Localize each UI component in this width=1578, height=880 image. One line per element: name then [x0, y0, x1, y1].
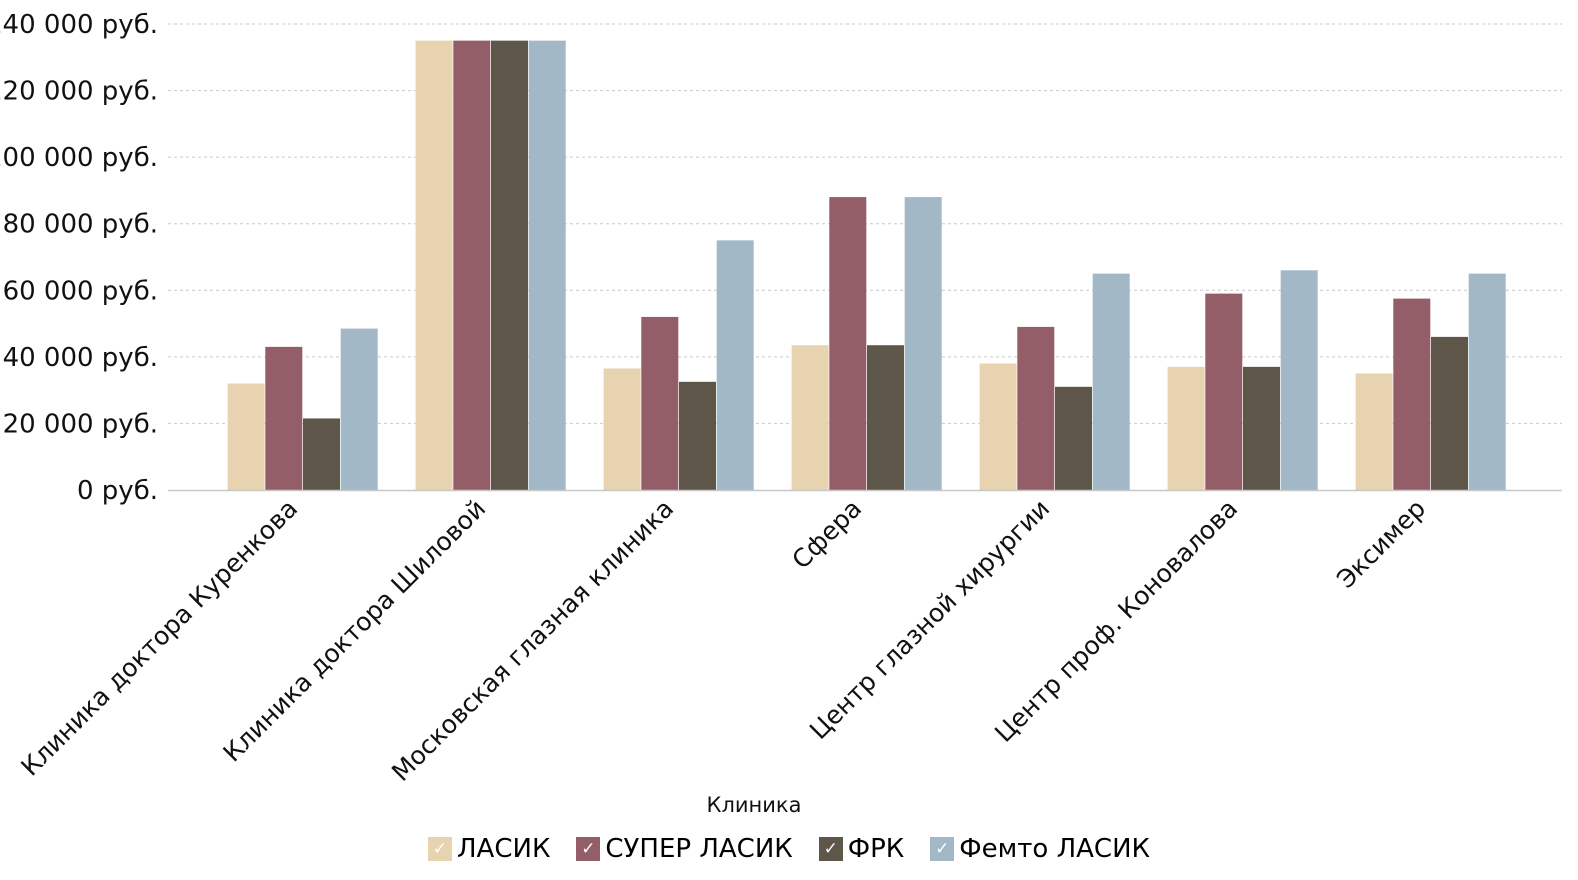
legend-checkbox-icon[interactable]: ✓ — [930, 837, 955, 861]
bar[interactable] — [791, 345, 829, 490]
x-tick-label: Эксимер — [1331, 494, 1431, 594]
legend: ✓ ЛАСИК ✓ СУПЕР ЛАСИК ✓ ФРК ✓ Фемто ЛАСИК — [0, 834, 1578, 864]
bar[interactable] — [1280, 270, 1318, 490]
bar[interactable] — [904, 197, 942, 491]
bar[interactable] — [1017, 326, 1055, 490]
bar[interactable] — [603, 368, 641, 490]
y-tick-label: 0 руб. — [77, 476, 158, 506]
bar[interactable] — [227, 383, 265, 490]
legend-item[interactable]: ✓ ФРК — [818, 834, 905, 864]
bar[interactable] — [1243, 366, 1280, 490]
y-tick-label: 20 000 руб. — [3, 409, 158, 439]
legend-label: ФРК — [847, 834, 905, 864]
y-tick-label: 40 000 руб. — [3, 343, 158, 373]
legend-checkbox-icon[interactable]: ✓ — [818, 837, 843, 861]
bar[interactable] — [1431, 336, 1468, 490]
y-tick-label: 140 000 руб. — [0, 10, 158, 40]
y-tick-label: 100 000 руб. — [0, 143, 158, 173]
bar[interactable] — [415, 40, 453, 491]
bar[interactable] — [829, 197, 867, 491]
legend-item[interactable]: ✓ СУПЕР ЛАСИК — [576, 834, 793, 864]
bar[interactable] — [1092, 273, 1130, 490]
legend-label: Фемто ЛАСИК — [959, 834, 1150, 864]
legend-label: СУПЕР ЛАСИК — [605, 834, 793, 864]
legend-checkbox-icon[interactable]: ✓ — [428, 837, 452, 861]
bar[interactable] — [340, 328, 378, 490]
bar[interactable] — [867, 345, 904, 490]
bar[interactable] — [679, 381, 716, 490]
legend-checkbox-icon[interactable]: ✓ — [576, 837, 601, 861]
x-axis-title: Клиника — [707, 793, 802, 817]
bar[interactable] — [1205, 293, 1243, 490]
x-tick-label: Сфера — [786, 494, 867, 575]
y-axis-ticks: 0 руб. 20 000 руб. 40 000 руб. 60 000 руб. 8… — [0, 10, 158, 506]
legend-item[interactable]: ✓ Фемто ЛАСИК — [930, 834, 1150, 864]
bar[interactable] — [303, 418, 340, 490]
legend-label: ЛАСИК — [457, 834, 551, 864]
y-tick-label: 120 000 руб. — [0, 77, 158, 107]
bar[interactable] — [1393, 298, 1431, 490]
bar[interactable] — [1167, 366, 1205, 490]
legend-item[interactable]: ✓ ЛАСИК — [428, 834, 550, 864]
bar[interactable] — [265, 346, 303, 490]
bar[interactable] — [1055, 386, 1092, 490]
bar[interactable] — [641, 316, 679, 490]
bar[interactable] — [979, 363, 1017, 490]
y-tick-label: 80 000 руб. — [3, 210, 158, 240]
bar[interactable] — [528, 40, 566, 491]
bar[interactable] — [453, 40, 491, 491]
bar[interactable] — [716, 240, 754, 490]
bar[interactable] — [1355, 373, 1393, 491]
y-tick-label: 60 000 руб. — [3, 276, 158, 306]
bar[interactable] — [491, 40, 528, 491]
bar[interactable] — [1468, 273, 1506, 490]
bars — [227, 40, 1506, 491]
